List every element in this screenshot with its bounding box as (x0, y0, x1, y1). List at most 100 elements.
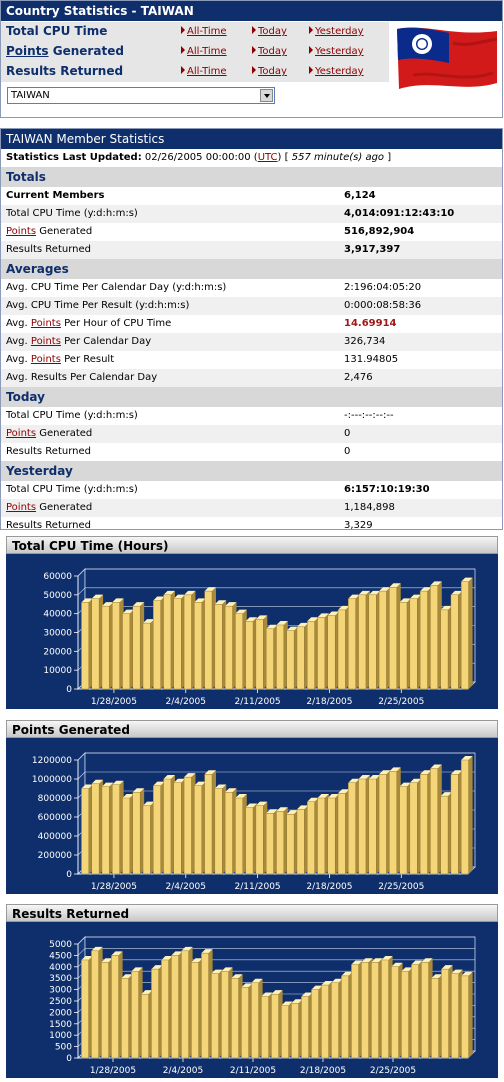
bar (368, 775, 381, 875)
bar (153, 781, 165, 875)
bar (191, 958, 203, 1059)
stat-row: Results Returned 3,329 (1, 517, 502, 535)
stat-label-text: Avg. (6, 354, 31, 365)
y-tick-label: 20000 (43, 647, 72, 657)
bar (132, 602, 145, 690)
points-today-link[interactable]: Today (252, 46, 287, 57)
bar (141, 990, 153, 1059)
cpu-today-link[interactable]: Today (252, 26, 287, 37)
arrow-right-icon (309, 66, 313, 74)
stat-value: -:---:--:--:-- (344, 410, 394, 421)
cpu-chart-area: 0 10000 20000 30000 40000 50000 60000 1/28/2005… (6, 554, 498, 709)
bar (245, 803, 258, 875)
member-stats-panel: TAIWAN Member Statistics Statistics Last… (0, 128, 503, 531)
bar (331, 978, 343, 1059)
stat-value: 3,329 (344, 520, 373, 531)
results-yesterday-link[interactable]: Yesterday (309, 66, 364, 77)
bar (286, 810, 299, 875)
chevron-down-icon[interactable] (260, 89, 273, 102)
x-tick-label: 2/4/2005 (166, 882, 206, 892)
bar (441, 965, 453, 1059)
arrow-right-icon (252, 46, 256, 54)
bar (321, 981, 333, 1059)
stat-row: Avg. CPU Time Per Result (y:d:h:m:s) 0:00… (1, 297, 502, 315)
points-chart-box: Points Generated 0 200000 400000 600000 8000… (6, 720, 498, 894)
bar (112, 598, 124, 690)
bars (81, 946, 473, 1059)
stat-label: Avg. CPU Time Per Result (y:d:h:m:s) (6, 297, 189, 315)
bar (450, 770, 463, 875)
bar (231, 974, 243, 1059)
bar (265, 624, 278, 690)
stat-label-text: Current Members (6, 190, 105, 201)
bar (296, 805, 309, 875)
bar (381, 955, 393, 1059)
stat-label-text: Avg. CPU Time Per Result (y:d:h:m:s) (6, 300, 190, 311)
results-alltime-link[interactable]: All-Time (181, 66, 227, 77)
stat-value: 2:196:04:05:20 (344, 282, 422, 293)
cpu-alltime-link[interactable]: All-Time (181, 26, 227, 37)
stat-label: Avg. Points Per Calendar Day (6, 333, 151, 351)
stat-label-text: Per Hour of CPU Time (60, 318, 172, 329)
bar (121, 974, 133, 1059)
utc-link[interactable]: UTC (257, 152, 278, 163)
member-stats-title: TAIWAN Member Statistics (1, 129, 502, 149)
y-tick-label: 600000 (38, 813, 73, 823)
bar (399, 598, 411, 690)
stats-sections: Totals Current Members 6,124 Total CPU Time… (1, 167, 502, 535)
x-tick-label: 1/28/2005 (90, 1066, 136, 1076)
y-tick-label: 0 (66, 1054, 72, 1064)
bar (461, 971, 473, 1059)
bar (341, 971, 353, 1059)
arrow-right-icon (309, 46, 313, 54)
cpu-yesterday-link[interactable]: Yesterday (309, 26, 364, 37)
results-today-link[interactable]: Today (252, 66, 287, 77)
stat-label-text: Avg. (6, 318, 31, 329)
last-updated: Statistics Last Updated: 02/26/2005 00:0… (6, 152, 392, 163)
points-link[interactable]: Points (6, 44, 49, 58)
arrow-right-icon (181, 66, 185, 74)
stat-value: 516,892,904 (344, 226, 415, 237)
stat-label: Current Members (6, 187, 104, 205)
stat-label-text: Per Calendar Day (60, 336, 152, 347)
bar (460, 577, 473, 690)
bar (399, 782, 411, 875)
stat-label-text: Results Returned (6, 520, 91, 531)
bar (348, 778, 360, 875)
stat-label-text: Total CPU Time (y:d:h:m:s) (6, 208, 138, 219)
y-tick-label: 400000 (38, 832, 73, 842)
points-link[interactable]: Points (30, 354, 61, 365)
bar (276, 620, 288, 690)
stat-label: Points Generated (6, 223, 92, 241)
points-link[interactable]: Points (6, 428, 37, 439)
bar (361, 958, 373, 1059)
bar (451, 969, 463, 1059)
bar (161, 955, 173, 1059)
bar (351, 960, 363, 1059)
bar (371, 958, 383, 1059)
section-header-totals: Totals (1, 167, 502, 187)
points-link[interactable]: Points (30, 318, 61, 329)
bar (430, 581, 442, 690)
taiwan-flag-icon (397, 27, 498, 89)
points-alltime-link[interactable]: All-Time (181, 46, 227, 57)
x-tick-label: 2/4/2005 (163, 1066, 203, 1076)
bar (301, 992, 313, 1059)
bar (111, 951, 123, 1059)
points-link[interactable]: Points (6, 502, 37, 513)
bar (307, 617, 319, 690)
bar (235, 609, 247, 690)
stat-row-cpu: Total CPU Time All-Time Today Yesterday (1, 22, 389, 43)
points-link[interactable]: Points (6, 226, 37, 237)
x-tick-label: 2/25/2005 (370, 1066, 416, 1076)
country-select[interactable]: TAIWAN (7, 87, 275, 104)
points-yesterday-link[interactable]: Yesterday (309, 46, 364, 57)
bar (251, 978, 263, 1059)
points-link[interactable]: Points (30, 336, 61, 347)
bar (122, 609, 134, 690)
x-tick-label: 2/25/2005 (378, 697, 424, 707)
stat-value: 131.94805 (344, 354, 399, 365)
bar (81, 784, 93, 875)
bar (440, 605, 453, 690)
stat-value: 2,476 (344, 372, 373, 383)
